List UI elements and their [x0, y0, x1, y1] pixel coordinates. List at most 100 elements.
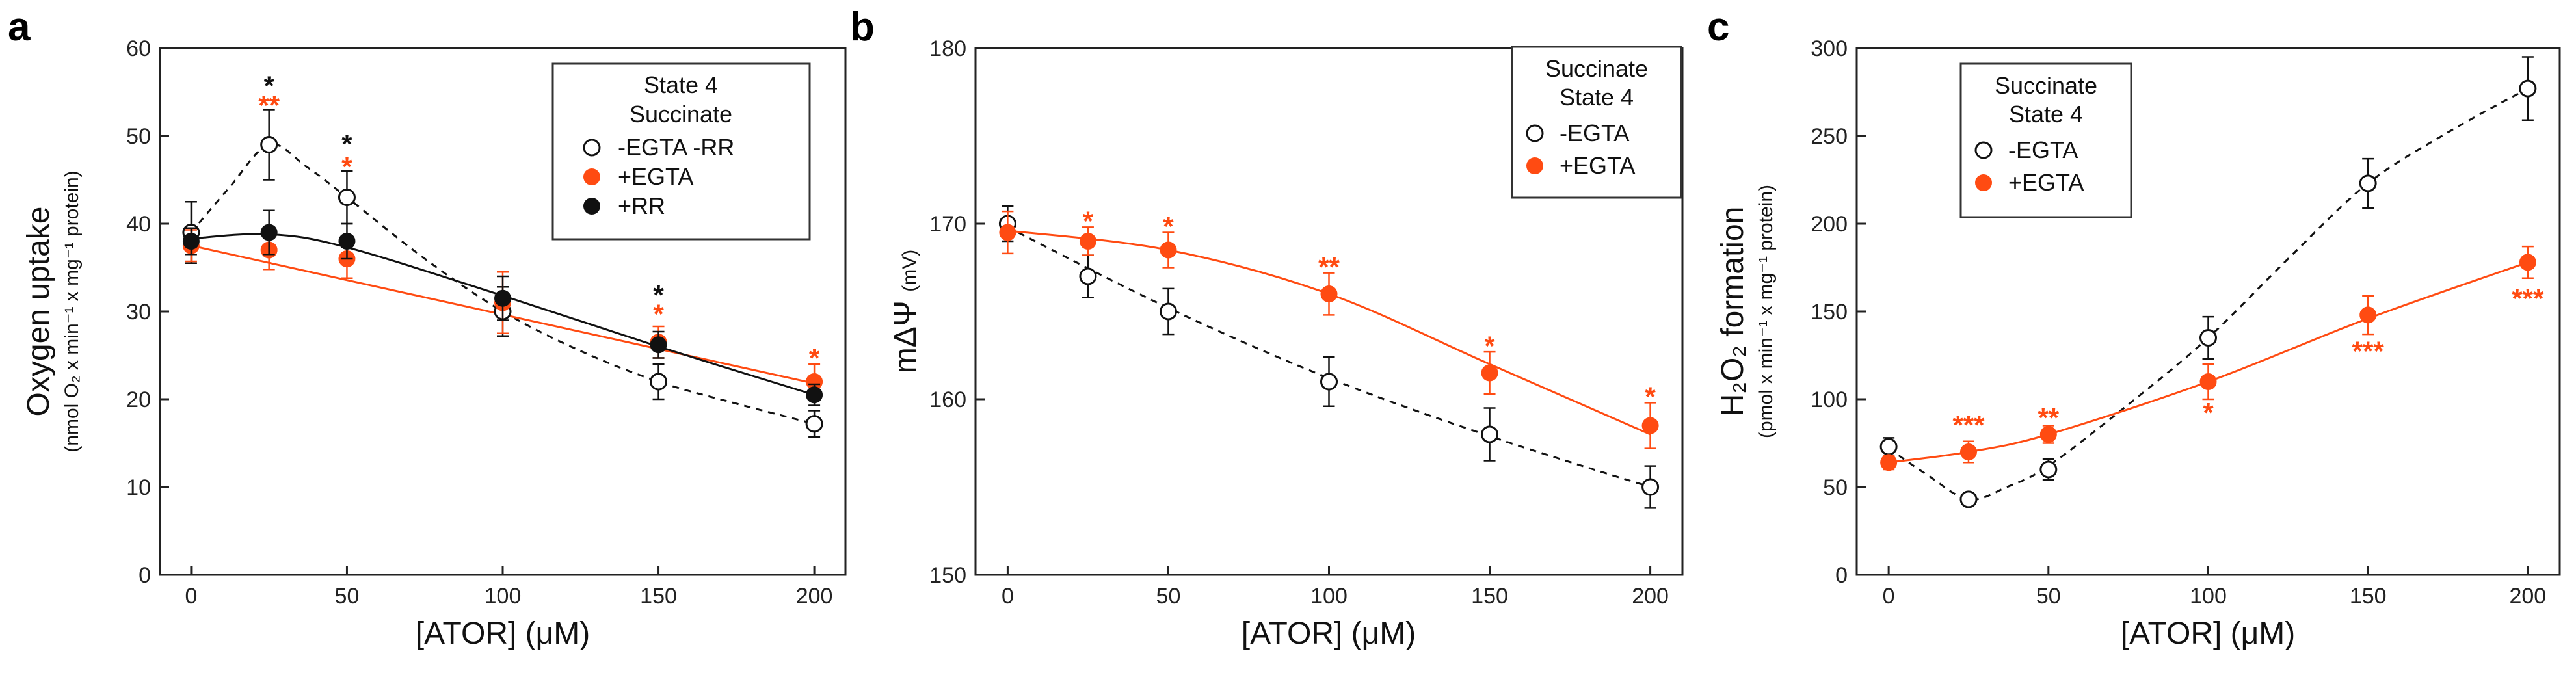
- significance-b-2: **: [1318, 252, 1340, 282]
- legend-box-c: [1959, 62, 2132, 218]
- significance-c-1: **: [2038, 402, 2059, 433]
- x-tick-label-b-200: 200: [1632, 584, 1669, 609]
- legend-title-line1-b: Succinate: [1545, 55, 1648, 82]
- legend-marker-rr-a: [583, 198, 600, 215]
- point-b-egta-25: [1079, 267, 1097, 285]
- point-c-egta-25: [1959, 443, 1977, 460]
- x-axis-title-b: [ATOR] (μM): [1242, 616, 1416, 651]
- significance-b-0: *: [1083, 206, 1094, 237]
- significance-a-5: *: [653, 299, 664, 330]
- legend-marker-open-c: [1974, 141, 1993, 159]
- significance-a-3: *: [341, 152, 352, 182]
- point-a-egta-rr-50: [338, 189, 356, 206]
- point-b-egta-200: [1641, 417, 1659, 434]
- x-tick-label-c-100: 100: [2190, 584, 2227, 609]
- significance-c-2: *: [2203, 397, 2214, 428]
- point-b-egta-50: [1160, 241, 1177, 259]
- x-tick-label-a-200: 200: [796, 584, 833, 609]
- panel-letter-c: c: [1707, 5, 1729, 49]
- y-tick-label-c-0: 0: [1835, 563, 1848, 588]
- point-a-egta-rr-150: [650, 373, 668, 391]
- significance-a-0: *: [264, 71, 275, 101]
- point-a-egta-200: [806, 373, 823, 390]
- significance-a-1: **: [258, 90, 280, 120]
- point-c-egta-0: [1879, 438, 1898, 456]
- point-b-egta-25: [1079, 233, 1096, 250]
- legend-entry-1-c: -EGTA: [2008, 137, 2078, 163]
- x-axis-title-c: [ATOR] (μM): [2121, 616, 2296, 651]
- legend-marker-egta-c: [1975, 174, 1992, 191]
- point-b-egta-100: [1320, 373, 1338, 391]
- legend-entry-3-a: +RR: [618, 192, 665, 219]
- point-a-egta-rr-200: [805, 415, 823, 433]
- x-tick-label-b-50: 50: [1156, 584, 1181, 609]
- legend-marker-egta-a: [583, 168, 600, 185]
- y-tick-label-a-30: 30: [126, 300, 151, 324]
- significance-a-6: *: [809, 343, 820, 373]
- x-axis-title-a: [ATOR] (μM): [416, 616, 591, 651]
- x-tick-label-c-50: 50: [2036, 584, 2061, 609]
- point-c-egta-50: [2039, 460, 2058, 479]
- significance-b-3: *: [1484, 330, 1495, 361]
- point-b-egta-100: [1320, 285, 1338, 302]
- fit-line-b-egta: [1007, 226, 1651, 488]
- point-c-egta-150: [2359, 306, 2377, 324]
- legend-entry-1-b: -EGTA: [1560, 120, 1629, 146]
- panel-letter-b: b: [850, 5, 875, 49]
- x-tick-label-c-0: 0: [1883, 584, 1895, 609]
- point-a-rr-100: [494, 289, 511, 307]
- x-tick-label-b-100: 100: [1310, 584, 1348, 609]
- y-tick-label-c-100: 100: [1811, 388, 1848, 412]
- y-tick-label-c-150: 150: [1811, 300, 1848, 324]
- y-tick-label-b-170: 170: [929, 212, 966, 237]
- point-b-egta-50: [1159, 302, 1177, 321]
- y-axis-title-c: H₂O₂ formation: [1716, 207, 1750, 417]
- legend-entry-2-a: +EGTA: [618, 163, 693, 190]
- x-tick-label-a-100: 100: [485, 584, 522, 609]
- point-a-rr-25: [260, 224, 278, 241]
- point-c-egta-100: [2199, 329, 2217, 347]
- legend-title-line1-a: State 4: [644, 72, 718, 98]
- y-tick-label-c-50: 50: [1823, 475, 1848, 500]
- legend-c: Succinate State 4 -EGTA +EGTA: [1959, 62, 2132, 218]
- significance-a-2: *: [341, 129, 352, 159]
- y-tick-label-a-60: 60: [126, 36, 151, 61]
- point-c-egta-150: [2359, 174, 2377, 192]
- point-b-egta-0: [999, 224, 1016, 241]
- y-tick-label-c-300: 300: [1811, 36, 1848, 61]
- legend-b: Succinate State 4 -EGTA +EGTA: [1511, 46, 1682, 199]
- y-tick-label-b-160: 160: [929, 388, 966, 412]
- point-c-egta-25: [1959, 490, 1978, 508]
- legend-entry-2-c: +EGTA: [2008, 169, 2084, 196]
- point-b-egta-150: [1481, 364, 1498, 382]
- point-b-egta-150: [1481, 425, 1499, 443]
- y-tick-label-b-180: 180: [929, 36, 966, 61]
- x-tick-label-a-0: 0: [185, 584, 197, 609]
- x-tick-label-c-150: 150: [2350, 584, 2387, 609]
- legend-marker-open-a: [583, 139, 601, 157]
- y-tick-label-b-150: 150: [929, 563, 966, 588]
- legend-entry-2-b: +EGTA: [1560, 152, 1635, 179]
- y-tick-label-a-0: 0: [139, 563, 151, 588]
- y-tick-label-a-20: 20: [126, 388, 151, 412]
- y-tick-label-a-10: 10: [126, 475, 151, 500]
- x-axis-title-unit-b: (μM): [1351, 616, 1416, 651]
- x-tick-label-b-0: 0: [1002, 584, 1014, 609]
- x-axis-title-unit-a: (μM): [525, 616, 591, 651]
- y-axis-title-b: mΔΨ (mV): [888, 250, 923, 373]
- point-c-egta-200: [2519, 254, 2536, 271]
- y-axis-subtitle-a: (nmol O₂ x min⁻¹ x mg⁻¹ protein): [61, 170, 83, 452]
- point-b-egta-200: [1641, 478, 1660, 496]
- y-tick-label-a-50: 50: [126, 124, 151, 149]
- x-axis-title-unit-c: (μM): [2231, 616, 2296, 651]
- x-axis-title-main-c: [ATOR]: [2121, 616, 2222, 651]
- y-axis-title-a: Oxygen uptake: [21, 207, 56, 417]
- legend-entry-1-a: -EGTA -RR: [618, 134, 734, 161]
